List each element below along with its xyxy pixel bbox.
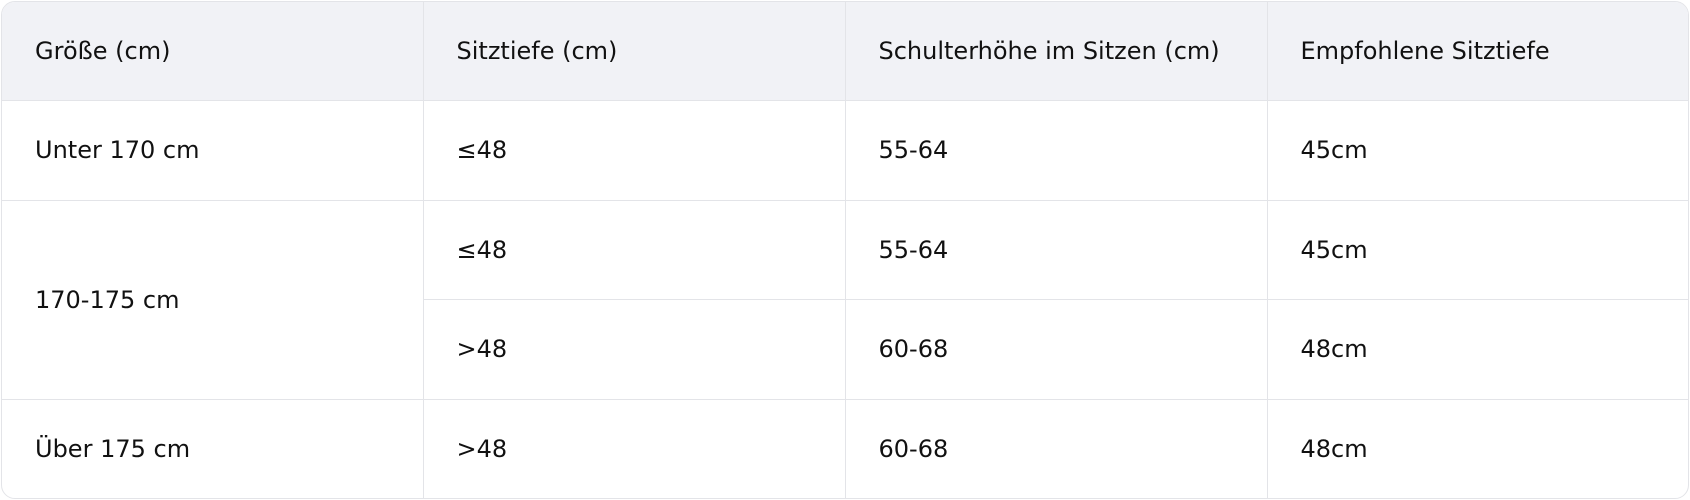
table-row: Unter 170 cm ≤48 55-64 45cm	[2, 100, 1688, 201]
header-groesse: Größe (cm)	[2, 2, 424, 101]
cell-sitztiefe: >48	[423, 299, 846, 400]
cell-groesse: 170-175 cm	[2, 199, 424, 400]
cell-sitztiefe: >48	[422, 398, 846, 498]
table-row: >48 60-68 48cm	[2, 299, 1688, 400]
cell-sitztiefe: ≤48	[422, 199, 846, 300]
header-sitztiefe: Sitztiefe (cm)	[422, 2, 846, 101]
cell-schulterhoehe: 60-68	[844, 299, 1268, 400]
cell-schulterhoehe: 60-68	[844, 398, 1268, 498]
cell-empfohlen: 45cm	[1266, 100, 1688, 201]
cell-schulterhoehe: 55-64	[844, 199, 1268, 300]
table-row: Über 175 cm >48 60-68 48cm	[2, 398, 1688, 498]
header-schulterhoehe: Schulterhöhe im Sitzen (cm)	[844, 2, 1268, 101]
cell-sitztiefe: ≤48	[422, 100, 846, 201]
header-empfohlene-sitztiefe: Empfohlene Sitztiefe	[1266, 2, 1688, 101]
cell-empfohlen: 45cm	[1266, 199, 1688, 300]
cell-schulterhoehe: 55-64	[844, 100, 1268, 201]
table-header-row: Größe (cm) Sitztiefe (cm) Schulterhöhe i…	[2, 2, 1688, 101]
cell-empfohlen: 48cm	[1266, 299, 1688, 400]
table-row: 170-175 cm ≤48 55-64 45cm	[2, 199, 1688, 400]
cell-empfohlen: 48cm	[1266, 398, 1688, 498]
cell-groesse: Über 175 cm	[2, 398, 424, 498]
cell-groesse: Unter 170 cm	[2, 100, 424, 201]
